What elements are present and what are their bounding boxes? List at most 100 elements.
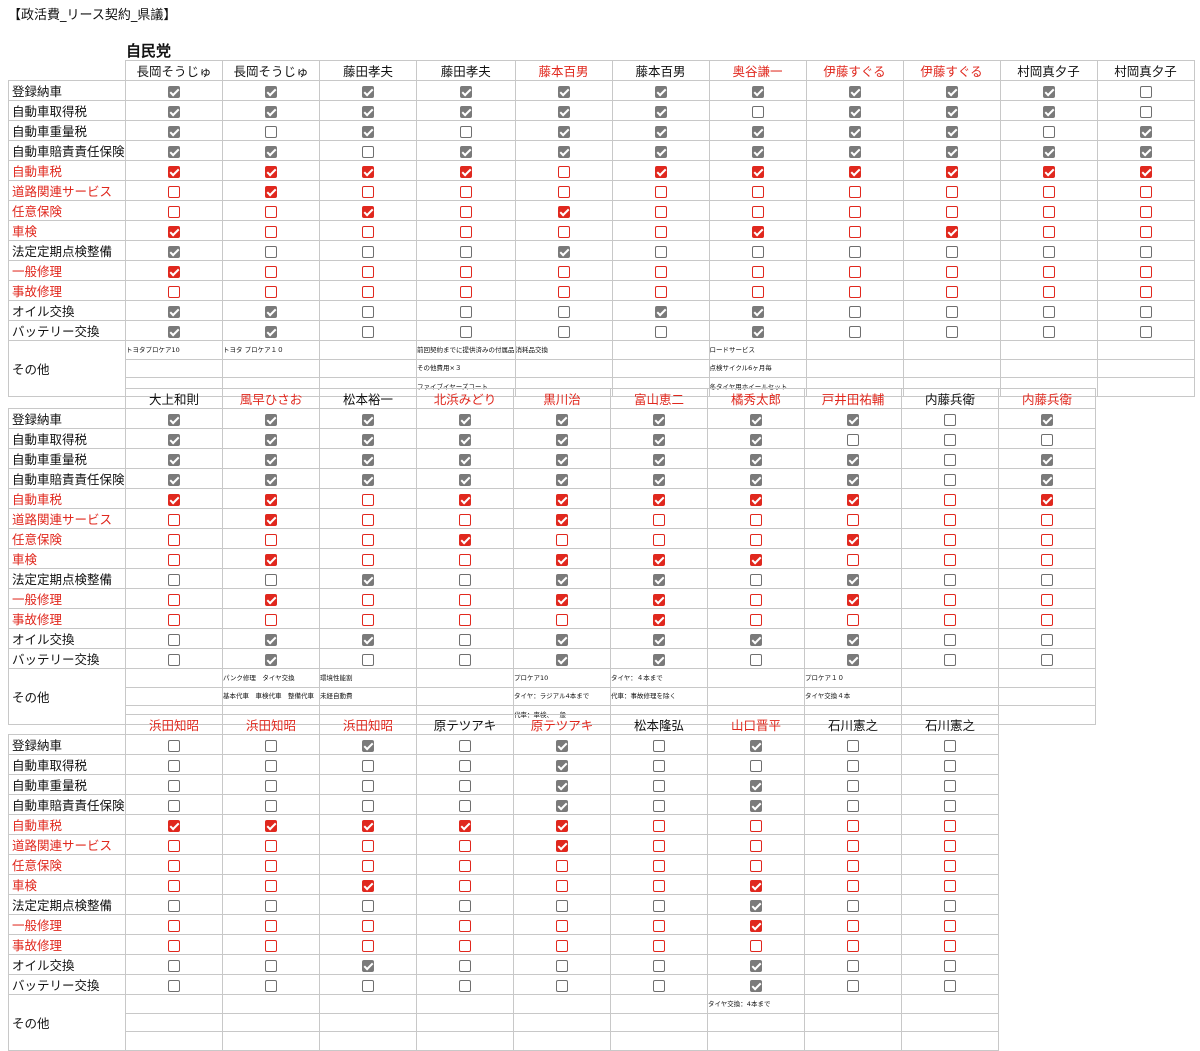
item-row: 道路関連サービス xyxy=(8,834,999,855)
note-cell: プロケア１０ xyxy=(804,668,902,688)
check-cell xyxy=(319,628,417,649)
unchecked-checkbox xyxy=(848,245,861,258)
check-cell xyxy=(319,834,417,855)
unchecked-checkbox xyxy=(750,513,762,526)
check-cell xyxy=(514,260,613,281)
check-cell xyxy=(901,774,999,795)
check-cell xyxy=(125,914,223,935)
unchecked-checkbox xyxy=(750,593,762,606)
check-cell xyxy=(319,568,417,589)
unchecked-checkbox xyxy=(750,839,762,852)
member-name: 石川憲之 xyxy=(804,714,902,735)
checked-checkbox xyxy=(847,593,859,606)
check-cell xyxy=(610,568,708,589)
unchecked-checkbox xyxy=(751,105,764,118)
unchecked-checkbox xyxy=(557,225,570,238)
unchecked-checkbox xyxy=(944,919,956,932)
check-cell xyxy=(707,874,805,895)
check-cell xyxy=(901,608,999,629)
checked-checkbox xyxy=(653,433,665,446)
note-cell xyxy=(1096,340,1195,360)
check-cell xyxy=(708,320,807,341)
check-cell xyxy=(416,754,514,775)
checked-checkbox xyxy=(168,145,180,158)
check-cell xyxy=(513,934,611,955)
check-cell xyxy=(319,934,417,955)
check-cell xyxy=(125,488,223,509)
check-cell xyxy=(319,80,417,101)
checked-checkbox xyxy=(1042,85,1055,98)
note-cell xyxy=(416,1031,514,1051)
check-cell xyxy=(708,160,807,181)
member-name: 松本裕一 xyxy=(319,388,417,409)
unchecked-checkbox xyxy=(168,593,180,606)
unchecked-checkbox xyxy=(168,899,180,912)
corner-cell xyxy=(8,388,126,409)
unchecked-checkbox xyxy=(168,759,180,772)
check-cell xyxy=(416,80,516,101)
unchecked-checkbox xyxy=(654,245,667,258)
unchecked-checkbox xyxy=(265,265,277,278)
other-row: 基本代車 車検代車 整備代車 未経自動費 タイヤ：ラジアル4本まで 代車：事故修理を除… xyxy=(9,686,1096,706)
check-cell xyxy=(222,974,320,995)
other-row: その他 トヨタプロケア10 トヨタ プロケア１０ 前回契約までに提供済みの付属品 消耗品… xyxy=(8,340,1195,397)
unchecked-checkbox xyxy=(362,305,374,318)
check-cell xyxy=(222,100,320,121)
item-row: 任意保険 xyxy=(8,200,1195,221)
check-cell xyxy=(707,588,805,609)
check-cell xyxy=(513,894,611,915)
check-cell xyxy=(319,954,417,975)
check-cell xyxy=(804,408,902,429)
note-cell: パンク修理 タイヤ交換 xyxy=(222,668,320,688)
note-cell xyxy=(514,358,613,378)
check-cell xyxy=(902,320,1001,341)
unchecked-checkbox xyxy=(459,779,471,792)
check-cell xyxy=(125,140,223,161)
checked-checkbox xyxy=(459,105,472,118)
unchecked-checkbox xyxy=(653,919,665,932)
note-cell: タイヤ：４本まで xyxy=(610,668,708,688)
note-cell xyxy=(901,1031,999,1051)
checked-checkbox xyxy=(653,573,665,586)
unchecked-checkbox xyxy=(847,959,859,972)
checked-checkbox xyxy=(750,799,762,812)
other-label: その他 xyxy=(8,994,126,1051)
check-cell xyxy=(319,220,417,241)
check-cell xyxy=(611,240,710,261)
checked-checkbox xyxy=(362,819,374,832)
check-cell xyxy=(707,648,805,669)
check-cell xyxy=(999,300,1098,321)
checked-checkbox xyxy=(750,919,762,932)
check-cell xyxy=(319,874,417,895)
note-cell xyxy=(416,686,514,706)
note-cell xyxy=(998,705,1096,725)
unchecked-checkbox xyxy=(944,433,956,446)
checked-checkbox xyxy=(556,633,568,646)
item-row: 事故修理 xyxy=(8,280,1195,301)
check-cell xyxy=(514,140,613,161)
item-label: 自動車重量税 xyxy=(8,120,126,141)
check-cell xyxy=(416,120,516,141)
checked-checkbox xyxy=(265,593,277,606)
checked-checkbox xyxy=(362,573,374,586)
item-label: 法定定期点検整備 xyxy=(8,568,126,589)
note-cell: ロードサービス xyxy=(708,340,807,360)
check-cell xyxy=(416,914,514,935)
unchecked-checkbox xyxy=(556,919,568,932)
unchecked-checkbox xyxy=(1041,653,1053,666)
unchecked-checkbox xyxy=(944,573,956,586)
check-cell xyxy=(513,774,611,795)
check-cell xyxy=(610,854,708,875)
unchecked-checkbox xyxy=(944,553,956,566)
unchecked-checkbox xyxy=(1042,305,1055,318)
check-cell xyxy=(707,834,805,855)
check-cell xyxy=(125,300,223,321)
unchecked-checkbox xyxy=(944,819,956,832)
check-cell xyxy=(998,648,1096,669)
check-cell xyxy=(707,608,805,629)
checked-checkbox xyxy=(847,573,859,586)
check-cell xyxy=(222,200,320,221)
unchecked-checkbox xyxy=(362,799,374,812)
check-cell xyxy=(416,874,514,895)
checked-checkbox xyxy=(265,513,277,526)
